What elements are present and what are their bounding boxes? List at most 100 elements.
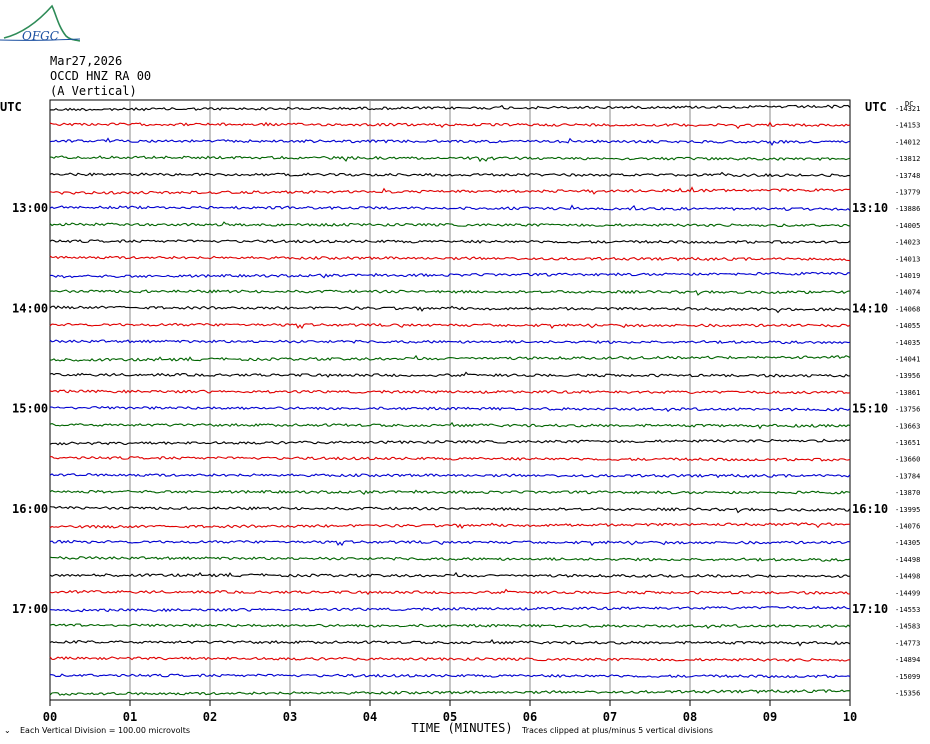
x-tick-label: 02 xyxy=(203,710,217,724)
trace-row xyxy=(49,289,851,296)
right-time-label: 13:10 xyxy=(852,201,888,215)
dc-offset-label: -14305 xyxy=(895,539,920,547)
dc-offset-label: -13870 xyxy=(895,489,920,497)
dc-offset-label: -14498 xyxy=(895,573,920,581)
trace-row xyxy=(49,522,851,529)
trace-row xyxy=(49,339,851,345)
x-tick-label: 03 xyxy=(283,710,297,724)
dc-offset-label: -14583 xyxy=(895,623,920,631)
trace-row xyxy=(49,673,851,679)
dc-offset-label: -14019 xyxy=(895,272,920,280)
trace-row xyxy=(49,489,851,496)
trace-row xyxy=(49,322,851,330)
dc-offset-label: -14894 xyxy=(895,656,920,664)
dc-offset-label: -14773 xyxy=(895,639,920,647)
trace-row xyxy=(49,605,851,613)
dc-offset-label: -14013 xyxy=(895,255,920,263)
left-hour-label: 16:00 xyxy=(12,502,48,516)
trace-row xyxy=(49,539,851,547)
date-label: Mar27,2026 xyxy=(50,54,123,68)
trace-row xyxy=(49,421,851,430)
trace-row xyxy=(49,255,851,262)
x-tick-label: 01 xyxy=(123,710,137,724)
dc-offset-label: -13756 xyxy=(895,406,920,414)
x-tick-label: 09 xyxy=(763,710,777,724)
scale-note: Each Vertical Division = 100.00 microvol… xyxy=(20,726,191,735)
dc-offset-label: -14023 xyxy=(895,239,920,247)
trace-row xyxy=(49,473,851,479)
right-time-label: 16:10 xyxy=(852,502,888,516)
dc-offset-label: -14153 xyxy=(895,122,920,130)
dc-offset-label: -13812 xyxy=(895,155,920,163)
x-tick-label: 05 xyxy=(443,710,457,724)
right-time-label: 15:10 xyxy=(852,402,888,416)
trace-row xyxy=(49,389,851,395)
dc-offset-label: -14012 xyxy=(895,138,920,146)
trace-row xyxy=(49,204,851,211)
scale-note-mark: ⌄ xyxy=(4,726,11,735)
trace-row xyxy=(49,354,851,362)
left-hour-label: 17:00 xyxy=(12,602,48,616)
dc-offset-label: -15356 xyxy=(895,690,920,698)
trace-row xyxy=(49,571,851,579)
right-axis-label: UTC xyxy=(865,100,887,114)
dc-offset-label: -13663 xyxy=(895,422,920,430)
logo-text: OFGC xyxy=(22,29,59,43)
left-hour-label: 15:00 xyxy=(12,402,48,416)
trace-row xyxy=(49,505,851,514)
trace-row xyxy=(49,271,851,279)
x-tick-label: 10 xyxy=(843,710,857,724)
dc-offset-label: -14321 xyxy=(895,105,920,113)
dc-offset-label: -13886 xyxy=(895,205,920,213)
trace-row xyxy=(49,456,851,462)
trace-row xyxy=(49,221,851,228)
dc-offset-label: -14055 xyxy=(895,322,920,330)
dc-offset-label: -14041 xyxy=(895,356,920,364)
dc-offset-label: -14553 xyxy=(895,606,920,614)
trace-row xyxy=(49,305,851,314)
trace-row xyxy=(49,405,851,413)
right-time-label: 14:10 xyxy=(852,301,888,315)
x-tick-label: 06 xyxy=(523,710,537,724)
dc-offset-label: -13748 xyxy=(895,172,920,180)
trace-row xyxy=(49,171,851,178)
ofgc-logo: OFGC xyxy=(0,4,80,43)
dc-offset-label: -14498 xyxy=(895,556,920,564)
dc-offset-label: -13779 xyxy=(895,189,920,197)
trace-row xyxy=(49,588,851,596)
dc-offset-label: -14035 xyxy=(895,339,920,347)
trace-row xyxy=(49,556,851,562)
left-axis-label: UTC xyxy=(0,100,22,114)
dc-offset-label: -14076 xyxy=(895,523,920,531)
left-hour-label: 14:00 xyxy=(12,301,48,315)
dc-offset-label: -13956 xyxy=(895,372,920,380)
clip-note: Traces clipped at plus/minus 5 vertical … xyxy=(522,726,713,735)
trace-row xyxy=(49,623,851,629)
component-label: (A Vertical) xyxy=(50,84,137,98)
trace-row xyxy=(49,104,851,112)
left-hour-label: 13:00 xyxy=(12,201,48,215)
trace-row xyxy=(49,121,851,130)
dc-offset-label: -14068 xyxy=(895,305,920,313)
station-label: OCCD HNZ RA 00 xyxy=(50,69,152,83)
x-tick-label: 04 xyxy=(363,710,377,724)
dc-offset-label: -13784 xyxy=(895,472,920,480)
dc-offset-label: -14074 xyxy=(895,289,920,297)
dc-offset-label: -13861 xyxy=(895,389,920,397)
dc-offset-label: -15099 xyxy=(895,673,920,681)
x-tick-label: 07 xyxy=(603,710,617,724)
dc-offset-label: -14005 xyxy=(895,222,920,230)
right-time-label: 17:10 xyxy=(852,602,888,616)
trace-row xyxy=(49,155,851,163)
trace-row xyxy=(49,239,851,244)
trace-row xyxy=(49,137,851,147)
trace-row xyxy=(49,186,851,195)
trace-row xyxy=(49,689,851,696)
x-tick-label: 08 xyxy=(683,710,697,724)
x-tick-label: 00 xyxy=(43,710,57,724)
trace-row xyxy=(49,438,851,446)
dc-offset-label: -13660 xyxy=(895,456,920,464)
x-axis-label: TIME (MINUTES) xyxy=(411,721,512,735)
trace-row xyxy=(49,639,851,647)
